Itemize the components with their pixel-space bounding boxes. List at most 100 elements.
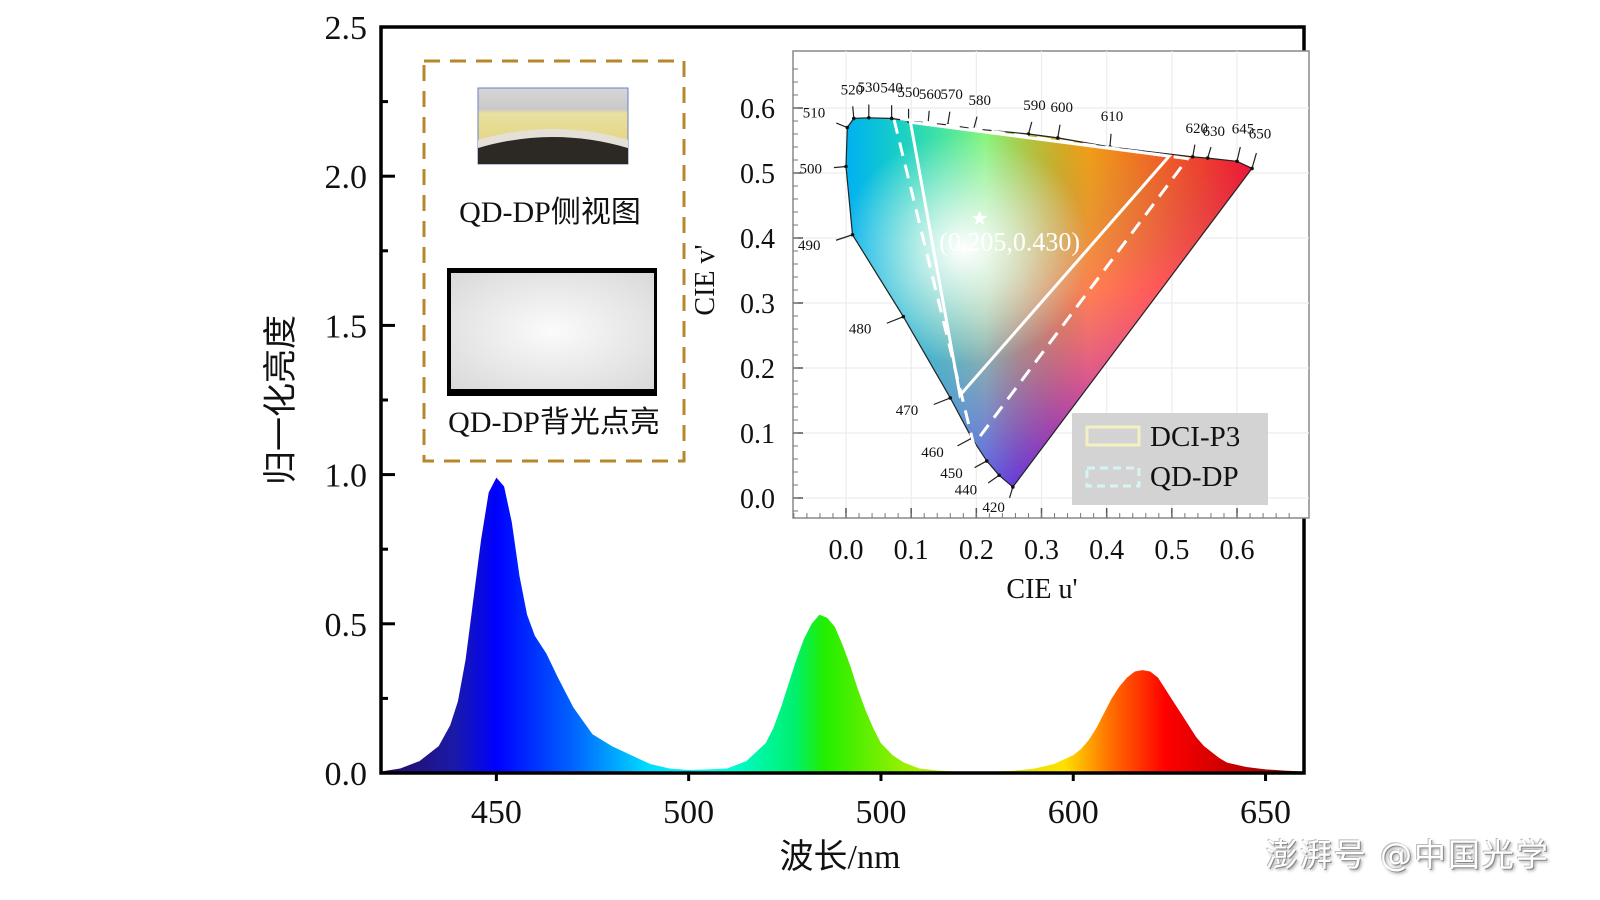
wavelength-leader [1236, 146, 1241, 162]
wavelength-leader [1207, 146, 1212, 159]
wavelength-leader [933, 397, 951, 406]
cie-x-tick-label: 0.0 [829, 535, 864, 566]
wavelength-label: 450 [940, 466, 963, 482]
wavelength-leader [852, 106, 855, 119]
main-x-tick-label: 500 [663, 794, 714, 831]
gamut-qd-dp [891, 116, 1191, 449]
wavelength-marker [1235, 159, 1239, 164]
wavelength-marker [984, 459, 989, 463]
cie-locus-outline [845, 117, 1253, 488]
wavelength-marker [867, 115, 871, 120]
wavelength-leader [836, 122, 848, 129]
white-point-label: (0.205,0.430) [939, 228, 1080, 257]
wavelength-label: 645 [1232, 121, 1255, 137]
cie-legend: DCI-P3 QD-DP [1072, 413, 1268, 505]
cie-x-tick-label: 0.4 [1089, 535, 1124, 566]
wavelength-marker [1056, 136, 1060, 140]
wavelength-leader [833, 165, 847, 169]
wavelength-leader [987, 474, 1000, 484]
wavelength-label: 540 [880, 80, 903, 96]
main-x-ticks: 450 500 500 600 650 [471, 773, 1291, 831]
white-point-star-icon [972, 210, 988, 225]
wavelength-leader [1109, 133, 1112, 148]
wavelength-label: 600 [1051, 100, 1074, 116]
wavelength-leader [1192, 144, 1196, 157]
cie-y-tick-label: 0.1 [740, 419, 775, 450]
wavelength-label: 530 [858, 80, 881, 96]
main-y-tick-label: 2.0 [325, 159, 368, 196]
wavelength-label: 570 [940, 87, 963, 103]
side-view-photo [477, 87, 629, 165]
cie-x-tick-label: 0.5 [1154, 535, 1189, 566]
cie-y-tick-label: 0.2 [740, 354, 775, 385]
watermark-account: @中国光学 [1379, 836, 1550, 874]
main-x-tick-label: 500 [855, 794, 906, 831]
wavelength-label: 610 [1101, 109, 1124, 125]
cie-y-tick-label: 0.4 [740, 224, 775, 255]
wavelength-leader [947, 111, 951, 125]
spectrum-area [381, 477, 1304, 773]
wavelength-label: 460 [921, 445, 944, 461]
wavelength-leader [886, 316, 904, 324]
main-y-axis-title: 归一化亮度 [262, 315, 300, 485]
wavelength-label: 420 [982, 500, 1005, 516]
wavelength-marker [889, 116, 894, 121]
white-point: (0.205,0.430) [939, 210, 1080, 257]
wavelength-marker [1011, 485, 1015, 489]
main-x-axis-title: 波长/nm [780, 838, 901, 876]
wavelength-leader [974, 460, 988, 469]
wavelength-leader [835, 234, 853, 241]
wavelength-leader [1251, 152, 1257, 169]
main-y-tick-label: 1.5 [325, 308, 368, 345]
cie-x-tick-label: 0.3 [1024, 535, 1059, 566]
main-y-tick-label: 0.0 [325, 756, 368, 793]
cie-x-axis-title-text: CIE u' [1006, 574, 1077, 605]
wavelength-marker [844, 164, 848, 169]
wavelength-label: 550 [897, 85, 920, 101]
wavelength-label: 580 [968, 93, 991, 109]
backlight-photo [447, 268, 657, 396]
wavelength-label: 490 [798, 238, 821, 254]
legend-label-qd-dp: QD-DP [1150, 461, 1239, 493]
main-x-tick-label: 650 [1240, 794, 1291, 831]
wavelength-marker [1250, 166, 1254, 171]
wavelength-marker [948, 396, 953, 400]
backlight-caption: QD-DP背光点亮 [448, 406, 660, 439]
wavelength-marker [1026, 132, 1031, 136]
wavelength-marker [901, 314, 906, 319]
legend-swatch-qd-dp [1085, 466, 1141, 488]
wavelength-marker [850, 232, 855, 237]
cie-y-tick-label: 0.0 [740, 484, 775, 515]
main-x-tick-label: 450 [471, 794, 522, 831]
wavelength-label: 470 [896, 403, 919, 419]
main-y-ticks: 0.0 0.5 1.0 1.5 2.0 2.5 [325, 10, 395, 793]
wavelength-label: 620 [1185, 121, 1208, 137]
cie-y-tick-label: 0.6 [740, 94, 775, 125]
wavelength-label: 510 [803, 106, 826, 122]
wavelength-label: 480 [849, 322, 872, 338]
wavelength-leader [973, 116, 978, 129]
legend-swatch-dci-p3 [1085, 425, 1141, 447]
wavelength-label: 630 [1202, 124, 1225, 140]
wavelength-leader [957, 437, 973, 447]
cie-y-ticks: 0.0 0.1 0.2 0.3 0.4 0.5 0.6 [740, 68, 803, 515]
photo-inset-frame [422, 59, 686, 463]
cie-x-tick-label: 0.6 [1220, 535, 1255, 566]
wavelength-label: 520 [841, 82, 864, 98]
cie-x-tick-label: 0.1 [894, 535, 929, 566]
cie-x-ticks: 0.0 0.1 0.2 0.3 0.4 0.5 0.6 [793, 508, 1290, 566]
cie-gamut-triangles [891, 116, 1191, 449]
wavelength-leader [927, 110, 930, 124]
cie-x-tick-label: 0.2 [959, 535, 994, 566]
wavelength-marker [845, 125, 850, 130]
cie-x-axis-title: CIE u' [1006, 574, 1077, 605]
main-y-tick-label: 1.0 [325, 458, 368, 495]
main-y-tick-label: 0.5 [325, 607, 368, 644]
wavelength-leader [1008, 486, 1014, 499]
cie-y-tick-label: 0.3 [740, 289, 775, 320]
wavelength-marker [852, 116, 856, 121]
wavelength-marker [1205, 156, 1210, 160]
